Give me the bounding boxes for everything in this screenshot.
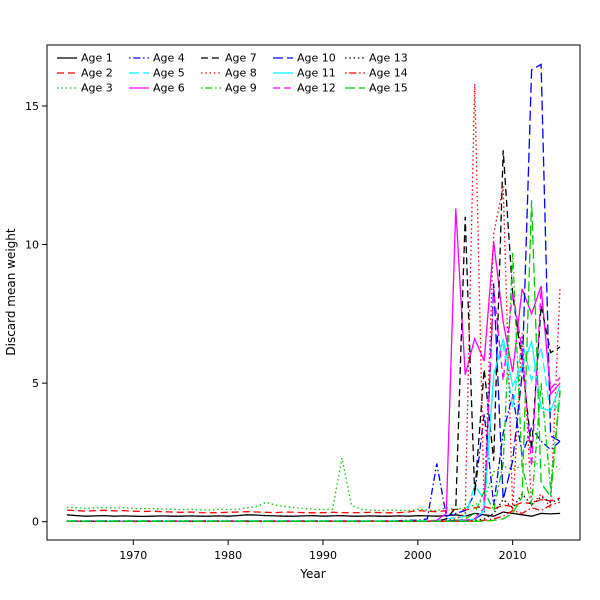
legend-label: Age 4 [153, 52, 185, 65]
legend-label: Age 7 [225, 52, 257, 65]
series-line-age-5 [66, 341, 561, 522]
y-axis-label: Discard mean weight [4, 228, 18, 356]
legend-item-age-2: Age 2 [57, 67, 113, 80]
legend-item-age-12: Age 12 [273, 82, 336, 95]
legend-label: Age 8 [225, 67, 257, 80]
legend-item-age-15: Age 15 [345, 82, 408, 95]
legend-item-age-13: Age 13 [345, 52, 408, 65]
x-tick-label: 1970 [119, 549, 147, 562]
legend-label: Age 2 [81, 67, 113, 80]
legend-item-age-10: Age 10 [273, 52, 336, 65]
legend-label: Age 6 [153, 82, 185, 95]
series-lines [66, 63, 561, 522]
legend-item-age-9: Age 9 [201, 82, 257, 95]
series-line-age-1 [66, 511, 561, 518]
legend-item-age-6: Age 6 [129, 82, 185, 95]
legend-label: Age 1 [81, 52, 113, 65]
legend-label: Age 15 [369, 82, 408, 95]
legend-item-age-5: Age 5 [129, 67, 185, 80]
legend-item-age-8: Age 8 [201, 67, 257, 80]
x-axis-label: Year [299, 567, 325, 581]
legend-label: Age 5 [153, 67, 185, 80]
x-tick-label: 1990 [309, 549, 337, 562]
plot-box [46, 44, 581, 541]
legend-label: Age 10 [297, 52, 336, 65]
series-line-age-3 [66, 457, 561, 512]
series-line-age-14 [66, 501, 561, 522]
legend-item-age-3: Age 3 [57, 82, 113, 95]
x-tick-label: 2010 [499, 549, 527, 562]
x-tick-label: 2000 [404, 549, 432, 562]
legend-item-age-11: Age 11 [273, 67, 336, 80]
legend: Age 1 Age 2 Age 3 Age 4 Age 5 Age 6 Age 7 Age 8… [57, 52, 408, 95]
y-tick-label: 15 [25, 100, 39, 113]
legend-label: Age 11 [297, 67, 336, 80]
legend-item-age-14: Age 14 [345, 67, 408, 80]
legend-label: Age 14 [369, 67, 408, 80]
y-tick-label: 10 [25, 239, 39, 252]
legend-label: Age 3 [81, 82, 113, 95]
legend-label: Age 13 [369, 52, 408, 65]
x-tick-label: 1980 [214, 549, 242, 562]
axes: 1970 1980 1990 2000 2010 0 5 10 15 [25, 44, 581, 562]
legend-label: Age 12 [297, 82, 336, 95]
legend-item-age-7: Age 7 [201, 52, 257, 65]
series-line-age-2 [66, 497, 561, 514]
legend-item-age-4: Age 4 [129, 52, 185, 65]
series-line-age-15 [66, 200, 561, 522]
y-tick-label: 0 [32, 516, 39, 529]
legend-item-age-1: Age 1 [57, 52, 113, 65]
y-tick-label: 5 [32, 377, 39, 390]
legend-label: Age 9 [225, 82, 257, 95]
